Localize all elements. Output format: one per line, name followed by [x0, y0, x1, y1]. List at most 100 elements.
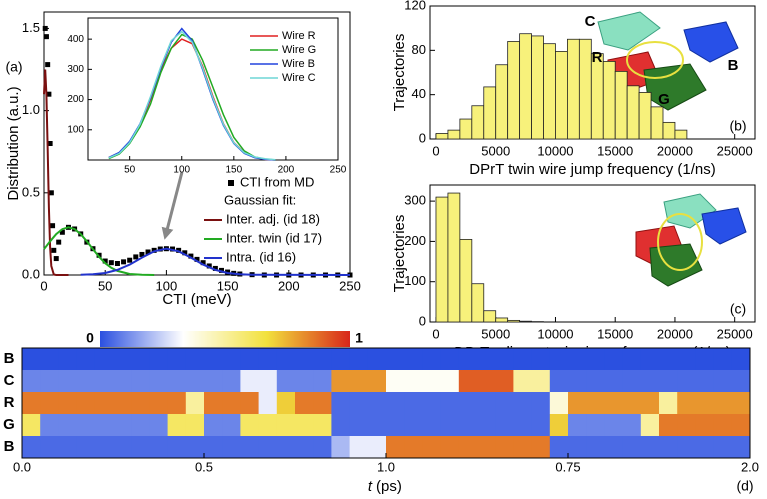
heatmap-cell [276, 348, 296, 371]
heatmap-cell [58, 414, 77, 437]
heatmap-cell [113, 392, 132, 415]
heatmap-cell [513, 392, 532, 415]
x-tick-label: 15000 [597, 143, 633, 158]
heatmap-cell [586, 348, 605, 371]
heatmap-cell [276, 436, 296, 459]
heatmap-cell [113, 436, 132, 459]
data-point [59, 229, 65, 235]
y-tick-label: 0.0 [22, 266, 40, 281]
heatmap-cell [477, 348, 496, 371]
heatmap-cell [677, 436, 696, 459]
x-tick-label: 150 [217, 278, 239, 293]
heatmap-cell [76, 370, 96, 393]
heatmap-cell [677, 392, 696, 415]
heatmap-cell [677, 348, 696, 371]
data-point [212, 265, 218, 271]
heatmap-cell [22, 414, 41, 437]
histogram-bar [578, 38, 592, 140]
histogram-bar [483, 310, 497, 323]
heatmap-cell [276, 392, 296, 415]
heatmap-cell [695, 436, 714, 459]
inset-line [108, 30, 276, 161]
heatmap-cell [149, 392, 168, 415]
row-label: R [4, 394, 15, 411]
heatmap-cell [604, 370, 623, 393]
heatmap-cell [713, 370, 733, 393]
heatmap-cell [131, 414, 150, 437]
data-point [182, 250, 188, 256]
x-tick-label: 20000 [657, 326, 693, 341]
heatmap-cell [295, 436, 314, 459]
heatmap-cell [22, 348, 41, 371]
legend-label: CTI from MD [240, 174, 314, 189]
histogram-bar [662, 121, 676, 140]
heatmap-cell [113, 370, 132, 393]
legend-marker [228, 180, 234, 186]
heatmap-cell [204, 436, 223, 459]
histogram-bar [483, 86, 497, 140]
heatmap-cell [731, 392, 751, 415]
heatmap-cell [222, 348, 241, 371]
heatmap-cell [276, 370, 296, 393]
heatmap-cell [640, 348, 660, 371]
x-tick-label: 0.5 [195, 459, 213, 474]
data-point [133, 254, 139, 260]
x-axis-title: CTI (meV) [162, 291, 231, 308]
x-tick-label: 20000 [657, 143, 693, 158]
heatmap-cell [659, 392, 678, 415]
heatmap-cell [258, 392, 278, 415]
heatmap-cell [458, 392, 478, 415]
heatmap-cell [367, 348, 387, 371]
data-point [218, 267, 224, 273]
x-tick-label: 15000 [597, 326, 633, 341]
x-axis-unit: (ps) [376, 478, 402, 495]
heatmap-cell [204, 414, 223, 437]
heatmap-cell [477, 392, 496, 415]
inset-legend-label: Wire G [282, 44, 316, 56]
heatmap-cell [349, 392, 369, 415]
heatmap-cell [531, 436, 551, 459]
heatmap-cell [568, 414, 587, 437]
heatmap-cell [94, 414, 114, 437]
histogram-bar [519, 320, 532, 323]
heatmap-cell [204, 392, 223, 415]
data-point [42, 25, 48, 31]
heatmap-cell [531, 348, 551, 371]
legend-label: Inter. adj. (id 18) [226, 211, 320, 226]
x-tick-label: 25000 [717, 143, 753, 158]
heatmap-cell [659, 436, 678, 459]
heatmap-cell [313, 392, 332, 415]
plot-frame [429, 184, 756, 323]
x-tick-label: 0 [432, 326, 439, 341]
heatmap-cell [258, 370, 278, 393]
heatmap-cell [386, 436, 405, 459]
data-point [114, 260, 120, 266]
fit-line [80, 247, 351, 276]
heatmap-cell [149, 348, 168, 371]
heatmap-cell [604, 392, 623, 415]
heatmap-cell [495, 348, 514, 371]
heatmap-cell [458, 348, 478, 371]
heatmap-cell [622, 392, 642, 415]
y-tick-label: 100 [404, 273, 426, 288]
x-tick-label: 200 [278, 278, 300, 293]
colorbar-label: 1 [355, 330, 363, 346]
histogram-bar [519, 33, 532, 140]
heatmap-cell [94, 392, 114, 415]
row-label: B [4, 438, 15, 455]
legend-subtitle: Gaussian fit: [224, 192, 296, 207]
x-axis-title: DPrT twin wire jump frequency (1/ns) [469, 161, 715, 178]
y-tick-label: 1.0 [22, 102, 40, 117]
legend-label: Intra. (id 16) [226, 249, 296, 264]
heatmap-cell [113, 414, 132, 437]
heatmap-cell [40, 370, 59, 393]
heatmap-cell [349, 348, 369, 371]
heatmap-cell [531, 392, 551, 415]
heatmap-cell [422, 436, 441, 459]
heatmap-cell [404, 436, 423, 459]
heatmap-cell [695, 370, 714, 393]
heatmap-cell [659, 370, 678, 393]
data-point [46, 91, 52, 97]
